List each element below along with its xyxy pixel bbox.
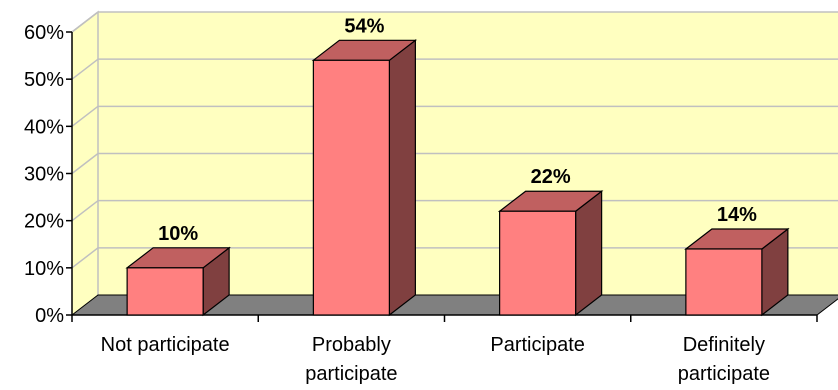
data-label: 14% — [717, 204, 757, 226]
y-tick-label: 10% — [24, 258, 64, 280]
y-tick-label: 30% — [24, 164, 64, 186]
x-tick-label: participate — [678, 363, 770, 385]
gridline-side — [71, 105, 99, 127]
x-tick-label: Not participate — [101, 334, 230, 356]
gridline-side — [71, 58, 99, 80]
data-label: 22% — [531, 166, 571, 188]
gridline-side — [71, 200, 99, 222]
gridline-side — [71, 152, 99, 175]
y-tick-label: 20% — [24, 211, 64, 233]
x-tick-label: Definitely — [683, 334, 765, 356]
bar-side — [388, 39, 416, 317]
data-label: 54% — [344, 15, 384, 37]
bar-side — [575, 190, 603, 317]
x-tick-label: Participate — [490, 334, 585, 356]
y-tick-label: 60% — [24, 22, 64, 44]
y-tick-label: 50% — [24, 69, 64, 91]
bar — [499, 210, 577, 316]
y-tick-label: 40% — [24, 116, 64, 138]
x-tick-label: participate — [305, 363, 397, 385]
y-tick-label: 0% — [35, 305, 64, 327]
bar — [685, 248, 763, 316]
bar — [312, 59, 390, 316]
plot-wall-edge — [71, 10, 99, 295]
gridline-side — [71, 247, 99, 269]
bar — [126, 267, 204, 316]
x-tick-label: Probably — [312, 334, 391, 356]
data-label: 10% — [158, 223, 198, 245]
